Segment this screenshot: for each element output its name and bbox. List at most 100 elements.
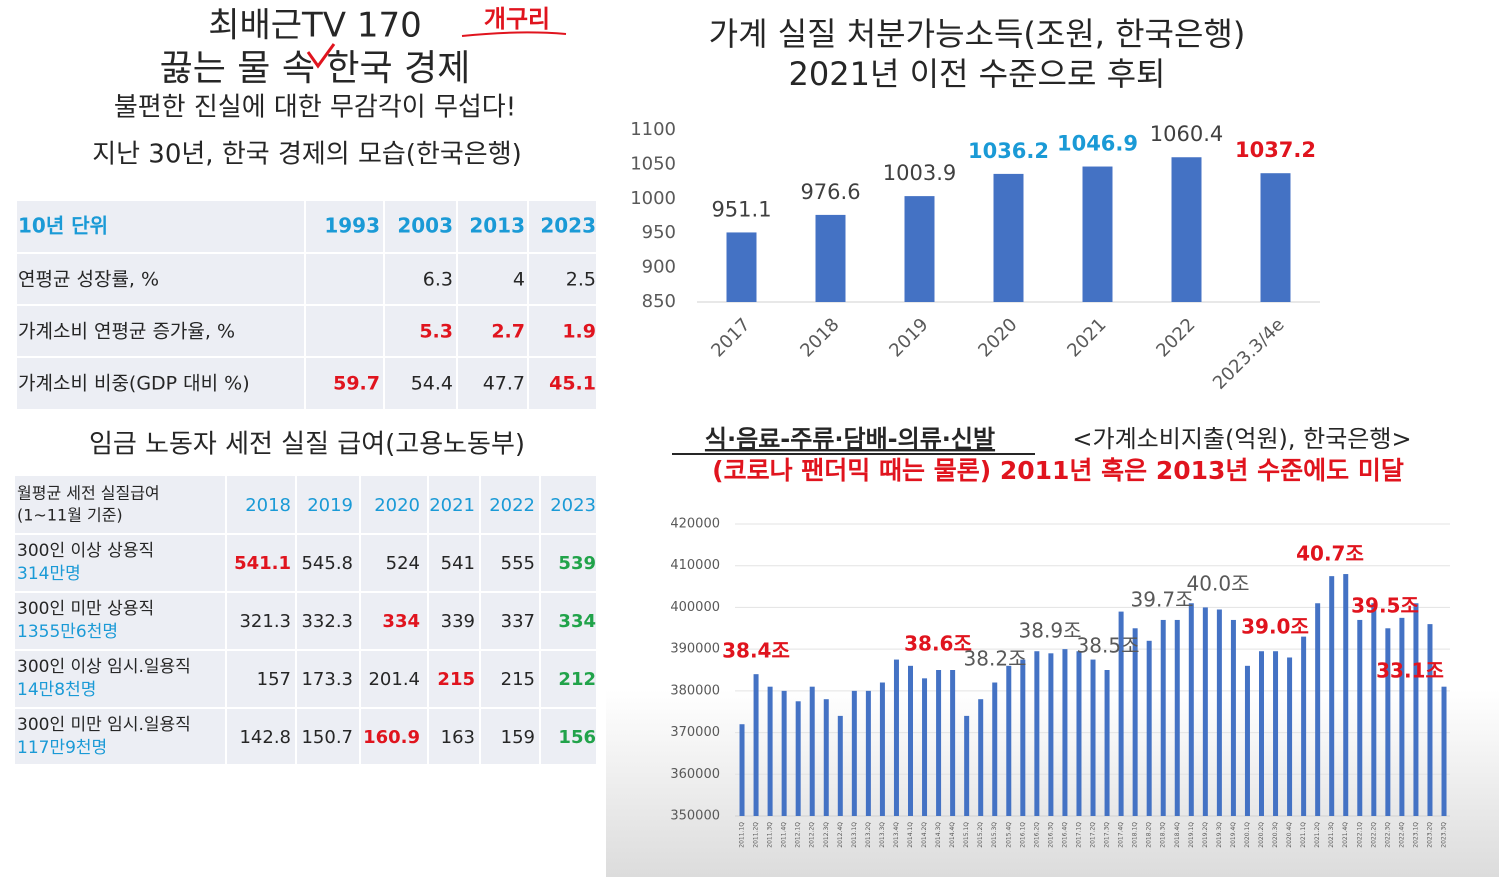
x-tick-label: 2018 — [796, 314, 843, 361]
table-cell: 연평균 성장률, % — [18, 269, 159, 291]
table-header: 2022 — [489, 495, 535, 516]
bar — [1146, 640, 1152, 816]
annotation: 38.2조 — [964, 647, 1027, 671]
bar — [1399, 617, 1405, 816]
table-header: (1~11월 기준) — [17, 506, 123, 525]
x-tick-label: 2019.1Q — [1188, 822, 1195, 848]
table-header: 1993 — [324, 214, 380, 238]
annotation: 38.5조 — [1077, 634, 1140, 658]
table-cell: 157 — [257, 669, 291, 690]
y-tick-label: 380000 — [670, 683, 720, 698]
x-tick-label: 2011.3Q — [767, 822, 774, 848]
x-tick-label: 2015.1Q — [963, 822, 970, 848]
table-cell: 334 — [558, 611, 596, 632]
x-tick-label: 2023.2Q — [1426, 822, 1433, 848]
x-tick-label: 2012.3Q — [823, 822, 830, 848]
x-tick-label: 2018.1Q — [1132, 822, 1139, 848]
x-tick-label: 2013.3Q — [879, 822, 886, 848]
table-cell: 163 — [441, 727, 475, 748]
bar — [993, 173, 1024, 302]
table-cell: 1.9 — [562, 321, 596, 343]
annotation: 40.7조 — [1296, 542, 1364, 566]
x-tick-label: 2021.1Q — [1300, 822, 1307, 848]
annotation: 39.5조 — [1351, 594, 1419, 618]
x-tick-label: 2018.4Q — [1174, 822, 1181, 848]
bar — [1160, 619, 1166, 816]
y-tick-label: 1000 — [630, 188, 676, 209]
table-cell: 가계소비 비중(GDP 대비 %) — [18, 373, 250, 395]
bar — [815, 214, 846, 302]
table-cell: 545.8 — [301, 553, 353, 574]
bar — [1062, 649, 1068, 816]
check-mark — [306, 43, 336, 69]
bar — [936, 670, 942, 816]
table-header: 월평균 세전 실질급여 — [17, 484, 160, 503]
data-label: 1003.9 — [883, 161, 956, 185]
y-tick-label: 420000 — [670, 517, 720, 532]
chart-title: 식·음료-주류·담배-의류·신발 — [705, 425, 995, 453]
bar — [922, 678, 928, 816]
chart-title: 가계 실질 처분가능소득(조원, 한국은행) — [709, 15, 1246, 53]
table-background — [15, 476, 596, 764]
x-tick-label: 2016.1Q — [1019, 822, 1026, 848]
bar — [1329, 576, 1335, 816]
x-tick-label: 2017.2Q — [1090, 822, 1097, 848]
tagline: 불편한 진실에 대한 무감각이 무섭다! — [114, 93, 516, 123]
x-tick-label: 2021.3Q — [1328, 822, 1335, 848]
x-tick-label: 2020 — [974, 314, 1021, 361]
x-tick-label: 2022.4Q — [1398, 822, 1405, 848]
table-header: 2021 — [429, 495, 475, 516]
table-cell: 215 — [501, 669, 535, 690]
bar — [1343, 574, 1349, 816]
x-tick-label: 2014.1Q — [907, 822, 914, 848]
subtitle: 끓는 물 속 한국 경제 — [160, 48, 471, 89]
x-tick-label: 2023.3Q — [1441, 822, 1448, 848]
bar — [1273, 651, 1279, 816]
bar — [1413, 603, 1419, 816]
bar — [1202, 607, 1208, 816]
x-tick-label: 2021.4Q — [1342, 822, 1349, 848]
row-label: 300인 이상 임시.일용직 — [17, 657, 191, 677]
bar — [851, 690, 857, 816]
bar — [781, 690, 787, 816]
x-tick-label: 2016.4Q — [1061, 822, 1068, 848]
x-tick-label: 2020.1Q — [1244, 822, 1251, 848]
bar — [1171, 157, 1202, 302]
table-cell: 555 — [501, 553, 535, 574]
table-cell: 215 — [437, 669, 475, 690]
bar — [726, 232, 757, 302]
table-cell: 541.1 — [234, 553, 291, 574]
bar — [1082, 166, 1113, 302]
annotation: 33.1조 — [1376, 659, 1444, 683]
x-tick-label: 2016.3Q — [1047, 822, 1054, 848]
bar — [904, 196, 935, 302]
bar — [1188, 603, 1194, 816]
x-tick-label: 2014.2Q — [921, 822, 928, 848]
table-cell: 2.5 — [566, 269, 596, 291]
table-cell: 337 — [501, 611, 535, 632]
table-cell: 212 — [558, 669, 596, 690]
annotation: 40.0조 — [1187, 572, 1250, 596]
bar — [992, 682, 998, 816]
x-tick-label: 2012.2Q — [809, 822, 816, 848]
x-tick-label: 2019.2Q — [1202, 822, 1209, 848]
bar — [1006, 665, 1012, 816]
bar — [1315, 603, 1321, 816]
chart-title: 2021년 이전 수준으로 후퇴 — [789, 55, 1166, 93]
handwritten-note: 개구리 — [484, 5, 550, 33]
bar — [865, 690, 871, 816]
data-label: 1046.9 — [1057, 132, 1138, 156]
x-tick-label: 2019.3Q — [1216, 822, 1223, 848]
x-tick-label: 2011.2Q — [753, 822, 760, 848]
table-cell: 45.1 — [549, 373, 596, 395]
bar — [908, 665, 913, 816]
row-label: 300인 이상 상용직 — [17, 541, 154, 561]
row-count: 1355만6천명 — [17, 622, 118, 642]
table-cell: 334 — [382, 611, 420, 632]
bar — [823, 699, 829, 816]
table-cell: 539 — [558, 553, 596, 574]
bar — [1174, 619, 1180, 816]
bar — [1385, 628, 1391, 816]
bar — [809, 686, 815, 816]
data-label: 1037.2 — [1235, 138, 1316, 162]
